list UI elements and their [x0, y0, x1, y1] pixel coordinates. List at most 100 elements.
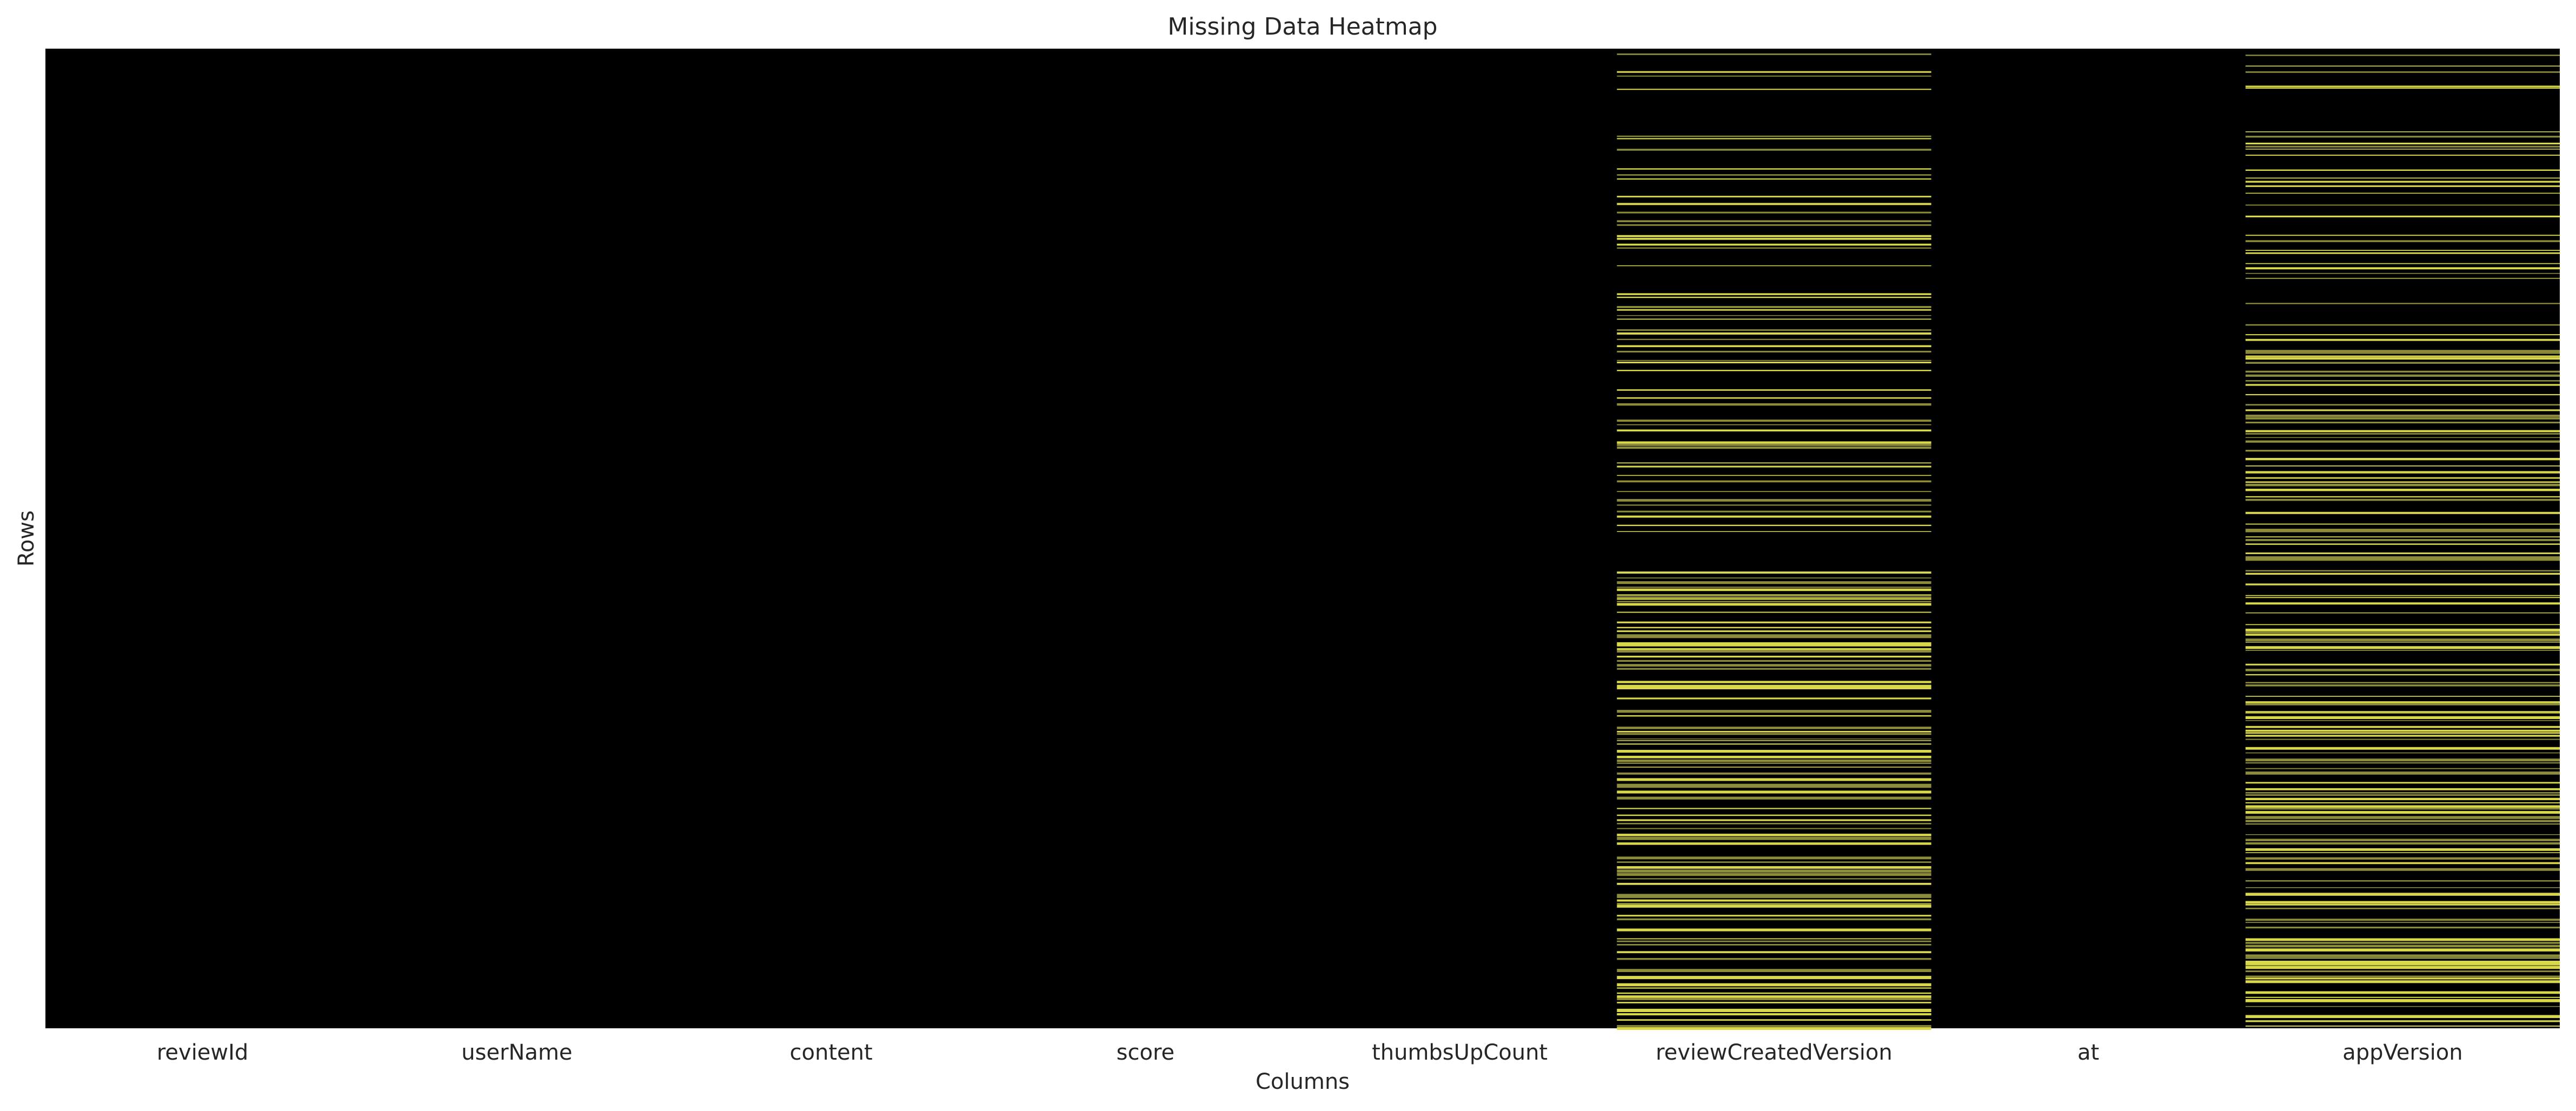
- missing-stripe: [1617, 861, 1931, 863]
- missing-stripe: [1617, 293, 1931, 295]
- missing-stripe: [2245, 370, 2560, 373]
- missing-stripe: [2245, 975, 2560, 977]
- missing-stripe: [2245, 839, 2560, 841]
- missing-stripe: [1617, 642, 1931, 646]
- missing-stripe: [2245, 536, 2560, 537]
- missing-stripe: [1617, 755, 1931, 759]
- missing-stripe: [1617, 819, 1931, 821]
- missing-stripe: [2245, 362, 2560, 364]
- missing-stripe: [1617, 894, 1931, 897]
- missing-stripe: [1617, 403, 1931, 406]
- missing-stripe: [2245, 177, 2560, 179]
- missing-stripe: [2245, 570, 2560, 571]
- missing-stripe: [2245, 759, 2560, 762]
- missing-stripe: [2245, 558, 2560, 561]
- missing-stripe: [1617, 588, 1931, 591]
- missing-stripe: [2245, 720, 2560, 721]
- missing-stripe: [1617, 220, 1931, 222]
- missing-stripe: [1617, 873, 1931, 876]
- missing-stripe: [2245, 961, 2560, 963]
- missing-stripe: [2245, 71, 2560, 73]
- missing-stripe: [1617, 783, 1931, 786]
- missing-stripe: [2245, 602, 2560, 605]
- missing-stripe: [1617, 903, 1931, 905]
- missing-stripe: [2245, 181, 2560, 183]
- missing-stripe: [1617, 296, 1931, 298]
- missing-stripe: [1617, 601, 1931, 602]
- missing-stripe: [2245, 303, 2560, 304]
- missing-stripe: [2245, 65, 2560, 66]
- missing-stripe: [1617, 196, 1931, 198]
- missing-stripe: [2245, 597, 2560, 598]
- missing-stripe: [1617, 475, 1931, 476]
- missing-stripe: [2245, 511, 2560, 514]
- missing-stripe: [1617, 856, 1931, 860]
- missing-stripe: [1617, 869, 1931, 873]
- missing-stripe: [2245, 595, 2560, 596]
- missing-stripe: [2245, 267, 2560, 270]
- missing-stripe: [2245, 816, 2560, 819]
- chart-title: Missing Data Heatmap: [1167, 13, 1437, 41]
- missing-stripe: [1617, 446, 1931, 449]
- missing-stripe: [2245, 646, 2560, 649]
- missing-stripe: [2245, 970, 2560, 973]
- missing-stripe: [2245, 185, 2560, 187]
- missing-stripe: [2245, 663, 2560, 666]
- missing-stripe: [1617, 733, 1931, 735]
- missing-column-appVersion: [2245, 55, 2560, 1027]
- missing-stripe: [2245, 277, 2560, 279]
- missing-stripe: [1617, 814, 1931, 816]
- missing-stripe: [1617, 75, 1931, 77]
- missing-stripe: [1617, 928, 1931, 932]
- missing-stripe: [1617, 944, 1931, 946]
- missing-stripe: [2245, 204, 2560, 206]
- missing-stripe: [2245, 768, 2560, 769]
- missing-stripe: [2245, 539, 2560, 541]
- missing-stripe: [1617, 53, 1931, 55]
- missing-stripe: [2245, 942, 2560, 944]
- missing-stripe: [1617, 265, 1931, 267]
- missing-stripe: [1617, 480, 1931, 483]
- x-tick-label-userName: userName: [461, 1040, 572, 1065]
- missing-stripe: [1617, 424, 1931, 425]
- missing-stripe: [2245, 797, 2560, 800]
- missing-stripe: [1617, 531, 1931, 532]
- missing-stripe: [1617, 681, 1931, 683]
- missing-stripe: [1617, 306, 1931, 308]
- missing-stripe: [2245, 552, 2560, 554]
- missing-stripe: [2245, 357, 2560, 360]
- missing-stripe: [2245, 250, 2560, 251]
- missing-stripe: [2245, 927, 2560, 929]
- missing-stripe: [2245, 149, 2560, 150]
- missing-stripe: [1617, 836, 1931, 840]
- missing-stripe: [2245, 433, 2560, 435]
- missing-stripe: [1617, 976, 1931, 978]
- missing-stripe: [2245, 145, 2560, 148]
- missing-stripe: [1617, 577, 1931, 578]
- missing-stripe: [1617, 224, 1931, 226]
- missing-stripe: [2245, 440, 2560, 443]
- missing-stripe: [1617, 370, 1931, 371]
- missing-stripe: [1617, 759, 1931, 762]
- x-tick-label-appVersion: appVersion: [2342, 1040, 2462, 1065]
- missing-stripe: [2245, 543, 2560, 545]
- missing-stripe: [1617, 309, 1931, 311]
- missing-stripe: [2245, 642, 2560, 643]
- missing-stripe: [1617, 834, 1931, 836]
- missing-stripe: [2245, 716, 2560, 719]
- missing-stripe: [2245, 999, 2560, 1002]
- missing-stripe: [1617, 995, 1931, 998]
- missing-stripe: [1617, 238, 1931, 240]
- missing-stripe: [1617, 1027, 1931, 1030]
- missing-stripe: [2245, 404, 2560, 406]
- missing-stripe: [1617, 235, 1931, 237]
- missing-stripe: [2245, 481, 2560, 483]
- missing-stripe: [1617, 318, 1931, 320]
- missing-stripe: [2245, 409, 2560, 411]
- missing-stripe: [2245, 422, 2560, 424]
- missing-stripe: [1617, 211, 1931, 214]
- missing-stripe: [1617, 915, 1931, 917]
- missing-stripe: [1617, 1008, 1931, 1012]
- missing-stripe: [2245, 919, 2560, 921]
